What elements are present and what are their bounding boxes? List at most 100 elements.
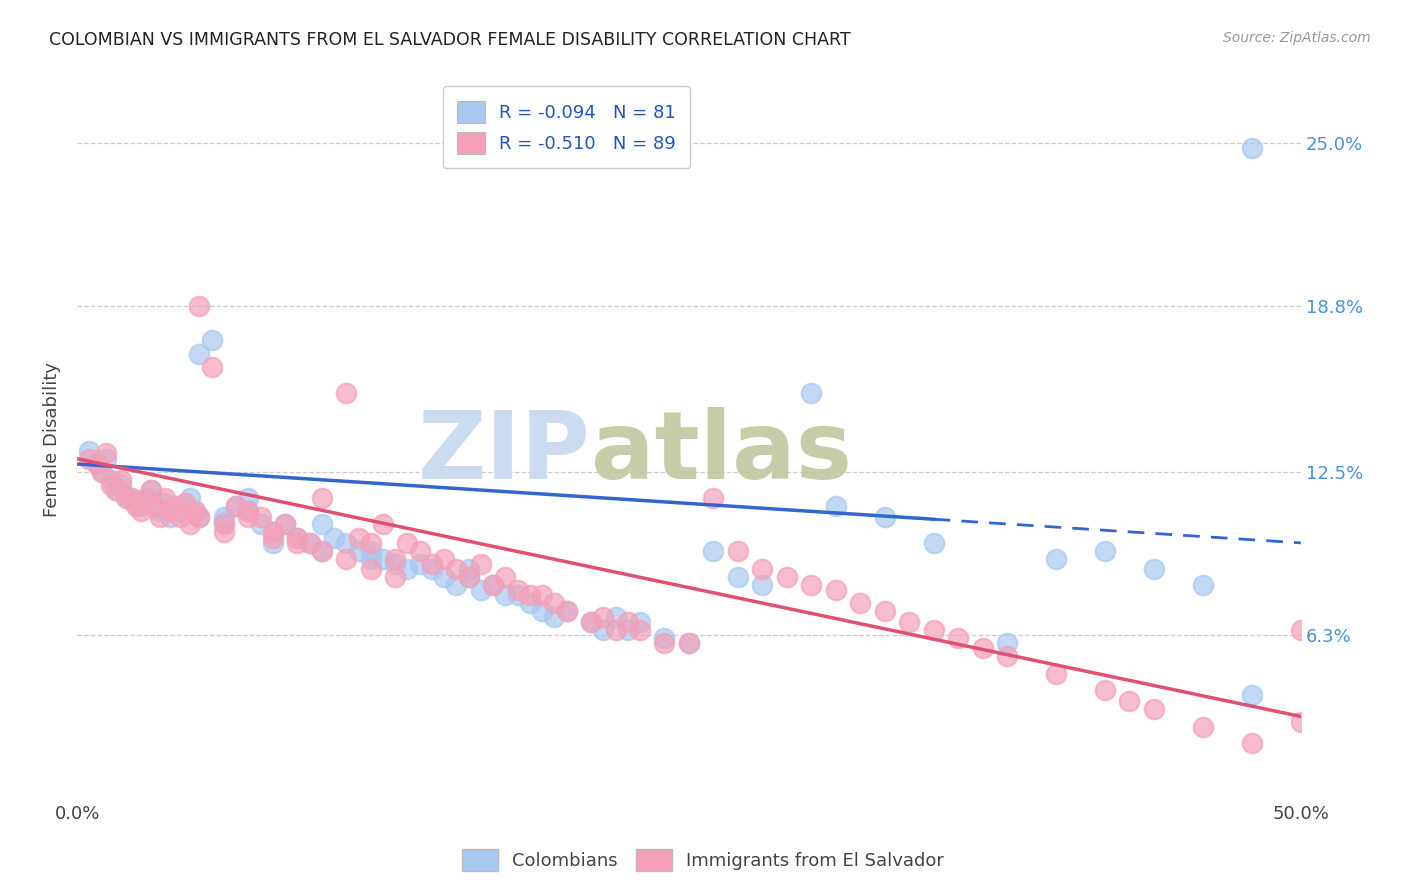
Point [105, 483, 128, 498]
Point [702, 491, 724, 506]
Point [922, 536, 945, 550]
Point [873, 604, 896, 618]
Point [371, 517, 394, 532]
Point [702, 543, 724, 558]
Point [1143, 562, 1166, 576]
Point [79, 443, 101, 458]
Point [446, 578, 468, 592]
Point [470, 583, 492, 598]
Point [433, 570, 456, 584]
Point [100, 473, 122, 487]
Point [311, 543, 333, 558]
Point [285, 531, 308, 545]
Legend: Colombians, Immigrants from El Salvador: Colombians, Immigrants from El Salvador [454, 842, 952, 879]
Point [555, 604, 578, 618]
Point [201, 334, 224, 348]
Point [579, 615, 602, 629]
Point [262, 525, 284, 540]
Point [274, 517, 297, 532]
Point [849, 596, 872, 610]
Point [163, 499, 186, 513]
Point [800, 578, 823, 592]
Point [139, 483, 162, 498]
Point [776, 570, 799, 584]
Point [727, 570, 749, 584]
Point [396, 536, 419, 550]
Point [86, 457, 108, 471]
Point [86, 457, 108, 471]
Point [110, 478, 132, 492]
Point [494, 589, 516, 603]
Point [120, 491, 142, 506]
Point [173, 499, 195, 513]
Point [1289, 623, 1312, 637]
Point [335, 386, 357, 401]
Point [212, 525, 235, 540]
Point [311, 543, 333, 558]
Point [238, 491, 260, 506]
Point [163, 499, 186, 513]
Point [800, 386, 823, 401]
Point [90, 465, 112, 479]
Point [420, 557, 443, 571]
Point [335, 536, 357, 550]
Point [169, 504, 191, 518]
Point [543, 609, 565, 624]
Point [179, 491, 201, 506]
Point [616, 623, 638, 637]
Point [225, 499, 247, 513]
Point [482, 578, 505, 592]
Point [384, 551, 406, 566]
Point [125, 499, 148, 513]
Point [824, 499, 846, 513]
Y-axis label: Female Disability: Female Disability [44, 361, 60, 516]
Point [1045, 667, 1067, 681]
Point [1045, 551, 1067, 566]
Point [678, 636, 700, 650]
Point [262, 536, 284, 550]
Text: atlas: atlas [591, 408, 852, 500]
Point [654, 636, 676, 650]
Point [225, 499, 247, 513]
Text: ZIP: ZIP [418, 408, 591, 500]
Point [173, 496, 195, 510]
Point [519, 589, 541, 603]
Point [159, 504, 181, 518]
Point [628, 623, 651, 637]
Point [592, 623, 614, 637]
Point [457, 570, 479, 584]
Point [274, 517, 297, 532]
Point [238, 509, 260, 524]
Point [1094, 543, 1116, 558]
Point [188, 509, 211, 524]
Point [120, 491, 142, 506]
Point [1240, 141, 1263, 155]
Point [238, 504, 260, 518]
Point [922, 623, 945, 637]
Point [115, 489, 138, 503]
Point [179, 517, 201, 532]
Point [135, 491, 157, 506]
Point [1240, 736, 1263, 750]
Point [212, 515, 235, 529]
Point [371, 551, 394, 566]
Point [360, 543, 382, 558]
Text: Source: ZipAtlas.com: Source: ZipAtlas.com [1223, 31, 1371, 45]
Point [347, 543, 370, 558]
Point [972, 641, 994, 656]
Point [323, 531, 346, 545]
Point [946, 631, 969, 645]
Point [384, 557, 406, 571]
Point [420, 562, 443, 576]
Point [494, 570, 516, 584]
Point [169, 509, 191, 524]
Point [298, 536, 321, 550]
Point [79, 451, 101, 466]
Point [751, 578, 773, 592]
Point [145, 499, 167, 513]
Point [212, 509, 235, 524]
Point [125, 496, 148, 510]
Point [347, 531, 370, 545]
Point [188, 346, 211, 360]
Point [1118, 694, 1140, 708]
